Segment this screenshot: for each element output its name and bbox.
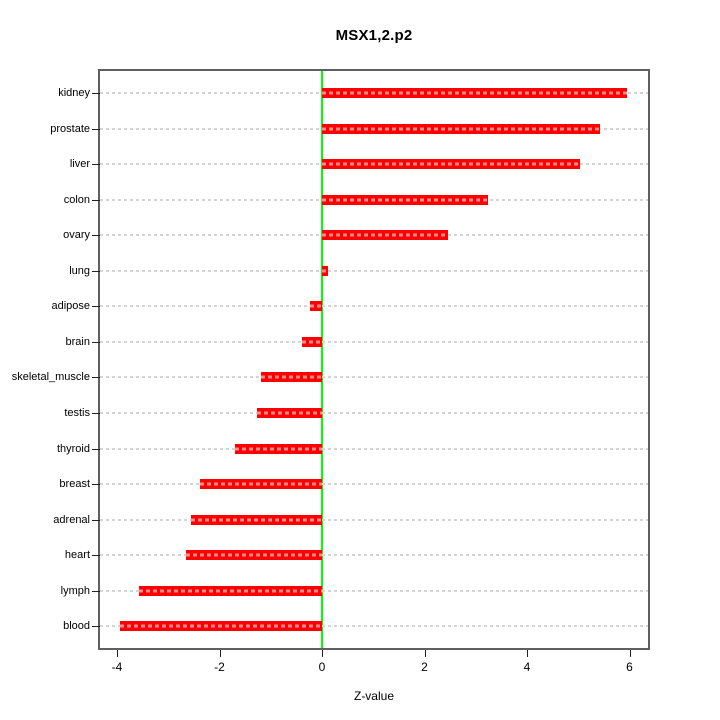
bar-dash-pattern <box>302 340 322 344</box>
chart-title: MSX1,2.p2 <box>335 27 413 44</box>
x-tick-label-0: 0 <box>318 660 326 674</box>
bar-dash-pattern <box>199 482 322 486</box>
grid-line <box>100 625 648 628</box>
bar-dash-pattern <box>322 91 628 95</box>
bar-dash-pattern <box>139 589 322 593</box>
bar-testis <box>257 407 322 418</box>
y-axis-label-heart: heart <box>64 549 90 562</box>
y-axis-tick <box>92 341 100 343</box>
y-axis-tick <box>92 412 100 414</box>
bar-blood <box>120 621 322 632</box>
y-axis-label-lymph: lymph <box>60 584 90 597</box>
y-axis-tick <box>92 448 100 450</box>
bar-colon <box>322 194 489 205</box>
grid-line <box>100 376 648 379</box>
bar-adipose <box>310 301 322 312</box>
y-axis-tick <box>92 590 100 592</box>
y-axis-tick <box>92 235 100 237</box>
x-axis-tick <box>322 650 323 657</box>
grid-line <box>100 305 648 308</box>
bar-dash-pattern <box>257 411 322 415</box>
bar-thyroid <box>235 443 322 454</box>
y-axis-tick <box>92 199 100 201</box>
grid-line <box>100 411 648 414</box>
y-axis-label-brain: brain <box>65 335 90 348</box>
x-axis-title: Z-value <box>353 689 394 703</box>
bar-prostate <box>322 123 600 134</box>
x-axis-tick <box>219 650 221 657</box>
y-axis-tick <box>92 626 100 628</box>
y-axis-label-kidney: kidney <box>58 87 90 99</box>
bar-lung <box>322 265 329 276</box>
y-axis-label-breast: breast <box>59 478 90 491</box>
y-axis-tick <box>92 93 100 94</box>
bar-dash-pattern <box>120 624 322 628</box>
grid-line <box>100 518 648 521</box>
y-axis-tick <box>92 555 100 557</box>
bar-lymph <box>139 585 322 596</box>
bar-dash-pattern <box>310 304 322 308</box>
x-axis-tick <box>117 650 118 657</box>
y-axis-tick <box>92 270 100 272</box>
y-axis-tick <box>92 519 100 521</box>
x-tick-label--4: -4 <box>111 660 123 674</box>
bar-dash-pattern <box>235 447 322 450</box>
bar-dash-pattern <box>322 162 581 166</box>
y-axis-label-prostate: prostate <box>50 122 90 135</box>
y-axis-label-ovary: ovary <box>63 229 90 242</box>
plot-area <box>98 69 650 650</box>
y-axis-label-testis: testis <box>64 406 90 419</box>
grid-line <box>100 554 648 557</box>
plot-border <box>98 69 650 650</box>
y-axis-tick <box>92 306 100 308</box>
y-axis-label-liver: liver <box>69 158 90 171</box>
x-tick-label-2: 2 <box>421 660 428 674</box>
y-axis-tick <box>92 484 100 486</box>
bar-dash-pattern <box>191 518 322 522</box>
x-tick-label--2: -2 <box>214 660 225 674</box>
grid-line <box>100 269 648 272</box>
bar-breast <box>199 479 322 490</box>
y-axis-label-lung: lung <box>69 264 90 277</box>
bar-dash-pattern <box>185 553 322 557</box>
bar-brain <box>302 336 322 347</box>
y-axis-label-colon: colon <box>63 193 90 206</box>
bar-heart <box>185 550 322 561</box>
y-axis-label-adipose: adipose <box>51 300 90 313</box>
bar-dash-pattern <box>322 198 489 202</box>
grid-line <box>100 589 648 592</box>
bar-dash-pattern <box>322 269 329 273</box>
x-axis-tick <box>527 650 528 657</box>
bar-kidney <box>322 88 628 98</box>
bar-adrenal <box>191 514 322 525</box>
x-tick-label-6: 6 <box>626 660 633 674</box>
grid-line <box>100 340 648 343</box>
y-axis-label-thyroid: thyroid <box>56 442 90 455</box>
y-axis-tick <box>92 377 100 379</box>
grid-line <box>100 483 648 486</box>
bar-liver <box>322 159 581 170</box>
y-axis-tick <box>92 164 100 166</box>
y-axis-label-blood: blood <box>63 620 90 633</box>
y-axis-label-skeletal_muscle: skeletal_muscle <box>11 371 90 384</box>
x-axis-tick <box>629 650 631 657</box>
bar-skeletal_muscle <box>260 372 322 383</box>
x-tick-label-4: 4 <box>523 660 531 674</box>
bar-dash-pattern <box>260 375 322 379</box>
grid-line <box>100 447 648 450</box>
bar-dash-pattern <box>322 233 449 237</box>
y-axis-label-adrenal: adrenal <box>53 513 90 526</box>
zero-reference-line <box>321 71 323 648</box>
y-axis-tick <box>92 128 100 130</box>
x-axis-tick <box>424 650 426 657</box>
bar-dash-pattern <box>322 127 600 131</box>
bar-ovary <box>322 230 449 241</box>
